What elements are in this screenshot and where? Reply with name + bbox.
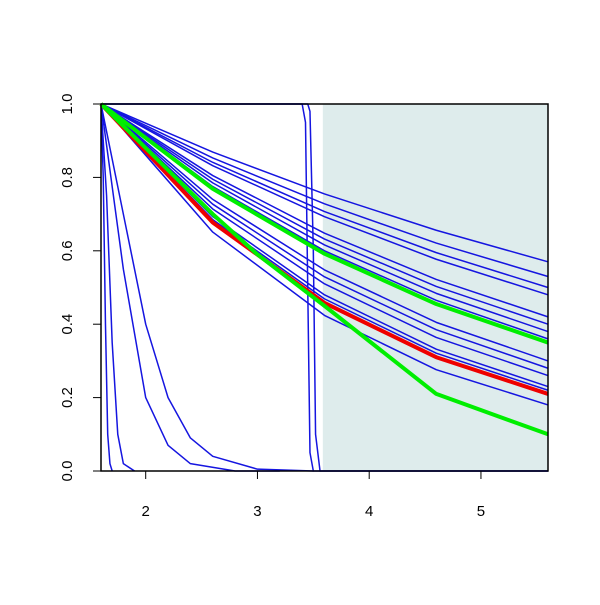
data-line [100,103,113,472]
data-line [100,103,549,296]
x-tick-label: 3 [253,503,261,520]
y-tick-label: 0.8 [59,167,76,188]
data-line [100,103,549,263]
data-line [100,103,549,377]
plot-frame [100,103,549,472]
x-tick-label: 2 [142,503,150,520]
highlight-region [322,104,548,471]
x-tick-label: 4 [365,503,373,520]
data-line [100,103,549,318]
data-line [100,103,549,278]
data-line [100,103,135,472]
data-line [99,102,549,437]
y-tick-label: 1.0 [59,94,76,115]
data-line [100,103,549,289]
data-line [100,103,549,325]
data-line [100,103,280,472]
data-line [99,102,549,396]
x-tick-label: 5 [477,503,485,520]
y-tick-label: 0.2 [59,387,76,408]
data-line [100,103,549,406]
data-line [100,103,549,369]
data-line [99,102,549,345]
data-line [100,103,549,333]
data-line [100,103,314,472]
y-tick-label: 0.0 [59,461,76,482]
y-tick-label: 0.6 [59,240,76,261]
y-tick-label: 0.4 [59,314,76,335]
data-line [100,103,549,362]
